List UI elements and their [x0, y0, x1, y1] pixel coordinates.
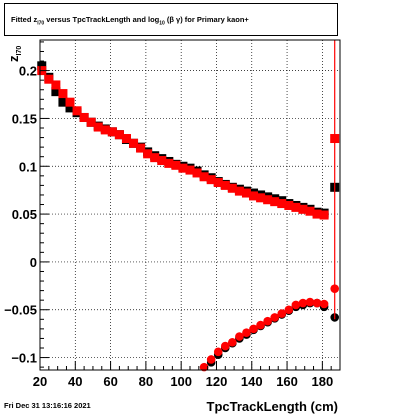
data-point-square — [157, 156, 167, 166]
y-tick-label: −0.05 — [4, 303, 37, 318]
chart-title-box: Fitted zI70 versus TpcTrackLength and lo… — [4, 3, 338, 36]
y-tick-label: −0.1 — [11, 351, 37, 366]
data-point-square — [213, 178, 223, 188]
tick-labels: 20 40 60 80 100 120 140 160 180 −0.1 −0.05 0 0.05 0.1… — [4, 64, 333, 389]
data-point-square — [93, 122, 103, 132]
data-point-square — [37, 61, 47, 71]
x-tick-label: 140 — [241, 374, 263, 389]
data-point-circle — [291, 300, 301, 310]
data-point-square — [263, 195, 273, 205]
y-tick-label: 0.15 — [12, 111, 37, 126]
x-tick-label: 40 — [68, 374, 82, 389]
title-middle: versus TpcTrackLength and log — [44, 15, 160, 24]
series-1 — [37, 66, 340, 220]
data-point-square — [51, 87, 61, 97]
y-tick-label: 0 — [30, 255, 37, 270]
data-point-square — [72, 106, 82, 116]
data-point-square — [298, 204, 308, 214]
data-point-circle — [213, 347, 223, 357]
data-point-circle — [249, 324, 258, 334]
data-point-square — [58, 97, 68, 107]
data-point-square — [312, 209, 322, 219]
axis-ticks — [39, 41, 341, 370]
chart-title: Fitted zI70 versus TpcTrackLength and lo… — [11, 15, 249, 27]
data-point-square — [51, 80, 61, 90]
title-log-subscript: 10 — [159, 20, 165, 27]
data-points — [37, 61, 340, 372]
data-point-square — [227, 183, 237, 193]
series-2 — [206, 298, 340, 367]
y-tick-label: 0.1 — [19, 159, 37, 174]
data-point-square — [100, 125, 110, 135]
series-0 — [37, 61, 340, 218]
data-point-square — [129, 138, 139, 148]
x-tick-label: 80 — [139, 374, 153, 389]
data-point-circle — [312, 298, 322, 308]
x-tick-label: 20 — [33, 374, 47, 389]
footer-date: Fri Dec 31 13:16:16 2021 — [4, 401, 91, 410]
title-z-subscript: I70 — [37, 20, 45, 27]
data-point-square — [79, 112, 89, 122]
data-point-circle — [319, 299, 329, 309]
title-prefix: Fitted z — [11, 15, 38, 24]
data-point-square — [192, 168, 202, 178]
data-point-square — [277, 199, 287, 209]
data-point-square — [114, 130, 124, 140]
data-point-square — [220, 180, 230, 190]
data-point-circle — [305, 297, 315, 307]
x-tick-label: 120 — [206, 374, 228, 389]
x-tick-label: 180 — [312, 374, 334, 389]
x-tick-label: 100 — [170, 374, 192, 389]
data-point-circle — [270, 313, 280, 322]
data-point-square — [249, 191, 259, 201]
data-point-square — [164, 158, 174, 168]
data-point-square — [185, 165, 195, 175]
data-point-square — [86, 117, 96, 127]
x-tick-label: 60 — [103, 374, 117, 389]
data-point-square — [256, 193, 266, 203]
data-point-square — [234, 186, 244, 196]
data-point-circle — [228, 337, 237, 347]
svg-text:zI70: zI70 — [6, 46, 23, 62]
data-point-square — [107, 127, 117, 137]
data-point-square — [319, 210, 329, 220]
data-point-circle — [298, 298, 308, 308]
data-point-square — [65, 103, 75, 113]
data-point-square — [241, 188, 251, 198]
x-tick-label: 160 — [276, 374, 298, 389]
series-3 — [199, 284, 340, 372]
data-point-square — [136, 143, 146, 153]
data-point-square — [58, 89, 68, 99]
data-point-circle — [263, 316, 272, 326]
y-tick-label: 0.2 — [19, 64, 37, 79]
y-tick-label: 0.05 — [12, 207, 37, 222]
data-point-square — [44, 74, 54, 84]
data-point-square — [150, 153, 160, 163]
data-point-square — [171, 160, 181, 170]
title-suffix: (β γ) for Primary kaon+ — [164, 15, 249, 24]
data-point-circle — [284, 305, 294, 315]
y-axis-label: zI70 — [6, 46, 23, 62]
data-point-square — [270, 197, 280, 207]
data-point-circle — [206, 355, 216, 364]
data-point-circle — [256, 320, 265, 330]
data-point-square — [291, 202, 301, 212]
data-point-square — [178, 163, 188, 173]
data-point-circle — [277, 309, 287, 318]
y-axis-label-sub: I70 — [16, 46, 23, 56]
y-axis-label-main: z — [6, 55, 21, 62]
data-point-circle — [242, 328, 251, 337]
data-point-circle — [235, 332, 244, 341]
x-axis-label: TpcTrackLength (cm) — [207, 399, 338, 414]
data-point-circle — [199, 362, 209, 372]
data-point-square — [143, 149, 153, 159]
data-point-square — [121, 134, 131, 144]
data-point-square — [65, 97, 75, 107]
data-point-circle — [220, 341, 230, 351]
data-point-square — [199, 172, 209, 182]
data-point-square — [305, 206, 315, 216]
data-point-square — [206, 175, 216, 185]
data-point-square — [284, 200, 294, 210]
